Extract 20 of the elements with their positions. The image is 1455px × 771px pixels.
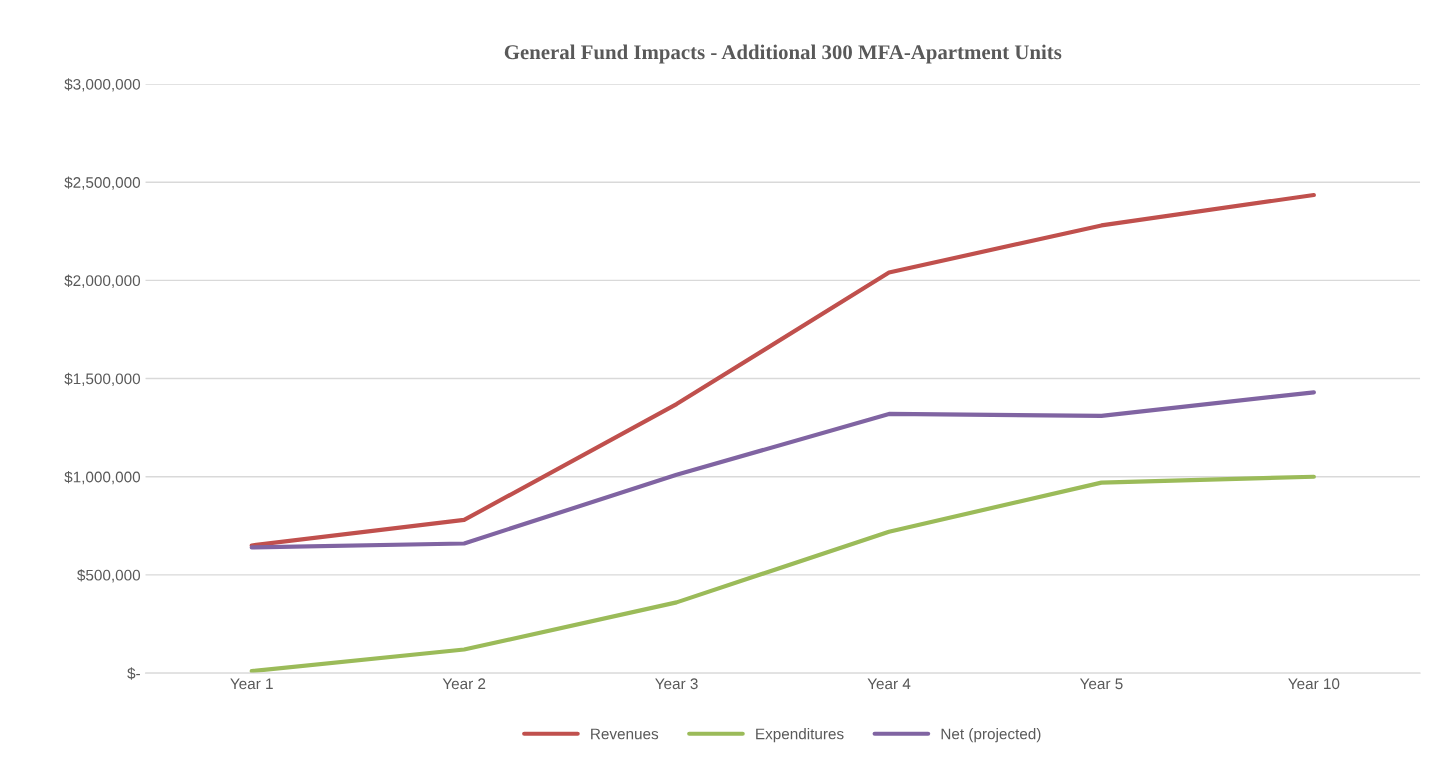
- y-tick-label: $3,000,000: [64, 78, 141, 92]
- x-tick-label: Year 10: [1288, 678, 1340, 690]
- chart-title: General Fund Impacts - Additional 300 MFA-Apartment Units: [504, 44, 1062, 64]
- y-tick-label: $-: [127, 667, 140, 680]
- y-tick-label: $1,000,000: [64, 470, 141, 485]
- line-series: [249, 390, 1316, 550]
- y-tick-label: $2,000,000: [64, 274, 141, 288]
- line-series: [249, 192, 1316, 548]
- legend-label: Net (projected): [941, 728, 1041, 743]
- line-series: [249, 474, 1316, 674]
- y-tick-label: $500,000: [77, 569, 141, 583]
- x-tick-label: Year 2: [442, 678, 486, 690]
- x-tick-label: Year 4: [867, 678, 911, 690]
- x-tick-label: Year 3: [655, 678, 698, 690]
- y-tick-label: $1,500,000: [64, 372, 141, 387]
- legend-label: Expenditures: [756, 728, 844, 743]
- y-tick-label: $2,500,000: [64, 176, 141, 190]
- x-tick-label: Year 1: [230, 678, 273, 690]
- x-tick-label: Year 5: [1079, 678, 1123, 690]
- legend-label: Revenues: [591, 728, 659, 740]
